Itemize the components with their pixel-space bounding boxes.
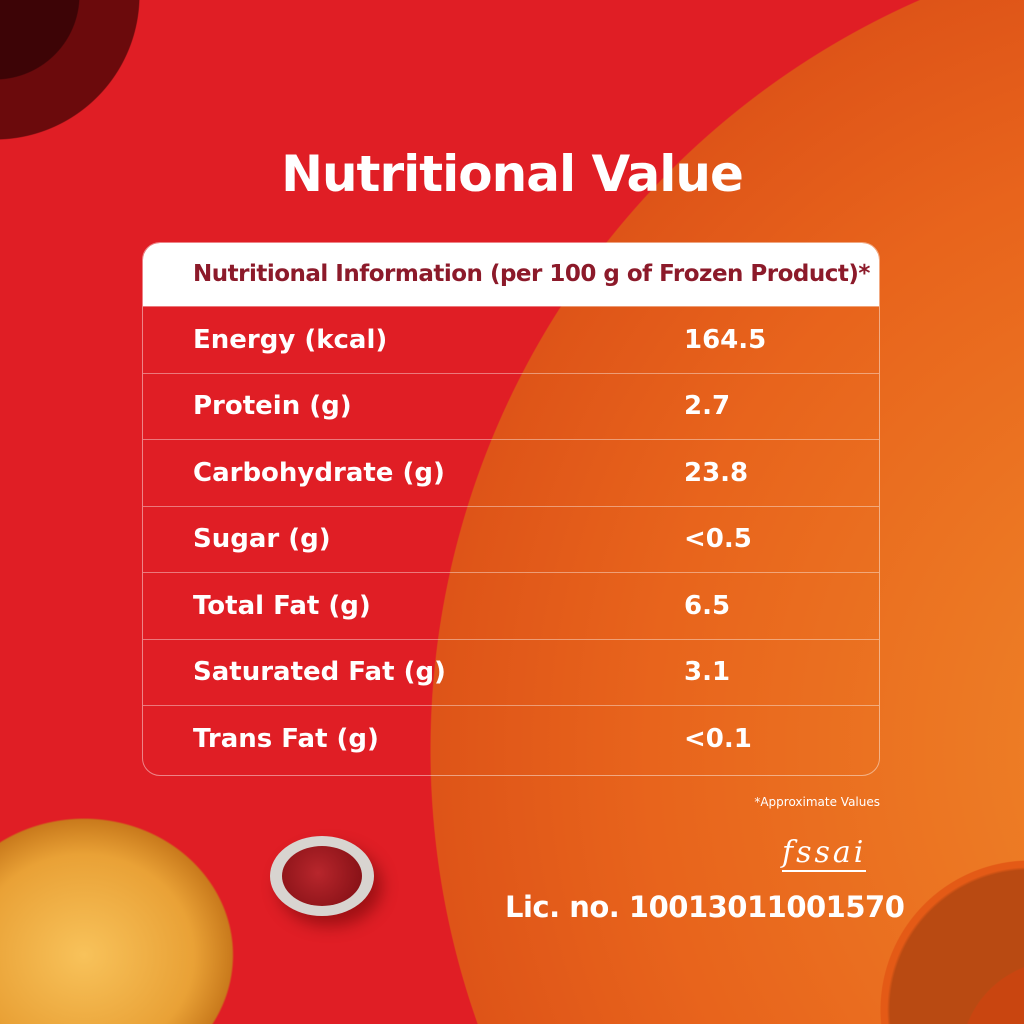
fssai-logo: fssai	[782, 835, 867, 872]
table-row: Trans Fat (g) <0.1	[143, 705, 879, 772]
page-title: Nutritional Value	[281, 145, 744, 203]
nutrient-value: 2.7	[684, 391, 731, 422]
nutrient-label: Carbohydrate (g)	[193, 457, 445, 488]
nutrient-label: Protein (g)	[193, 391, 352, 422]
nutrition-table: Nutritional Information (per 100 g of Fr…	[142, 242, 880, 776]
ketchup-image	[282, 846, 362, 906]
nutrient-value: 164.5	[684, 324, 767, 355]
nutrient-value: 3.1	[684, 657, 731, 688]
table-row: Saturated Fat (g) 3.1	[143, 638, 879, 706]
table-row: Carbohydrate (g) 23.8	[143, 439, 879, 506]
table-row: Protein (g) 2.7	[143, 372, 879, 440]
table-row: Sugar (g) <0.5	[143, 505, 879, 573]
table-row: Total Fat (g) 6.5	[143, 572, 879, 639]
nutrient-label: Energy (kcal)	[193, 324, 388, 355]
table-header: Nutritional Information (per 100 g of Fr…	[143, 243, 879, 306]
nutrient-value: 6.5	[684, 590, 731, 621]
nutrient-label: Saturated Fat (g)	[193, 657, 446, 688]
nutrient-label: Trans Fat (g)	[193, 723, 379, 754]
nutrient-value: 23.8	[684, 457, 749, 488]
nutrient-label: Sugar (g)	[193, 524, 331, 555]
license-number: Lic. no. 10013011001570	[505, 890, 905, 924]
nutrient-value: <0.5	[684, 524, 752, 555]
nutrient-label: Total Fat (g)	[193, 590, 371, 621]
nutrient-value: <0.1	[684, 723, 752, 754]
approximate-values-note: *Approximate Values	[754, 795, 880, 809]
table-row: Energy (kcal) 164.5	[143, 306, 879, 373]
